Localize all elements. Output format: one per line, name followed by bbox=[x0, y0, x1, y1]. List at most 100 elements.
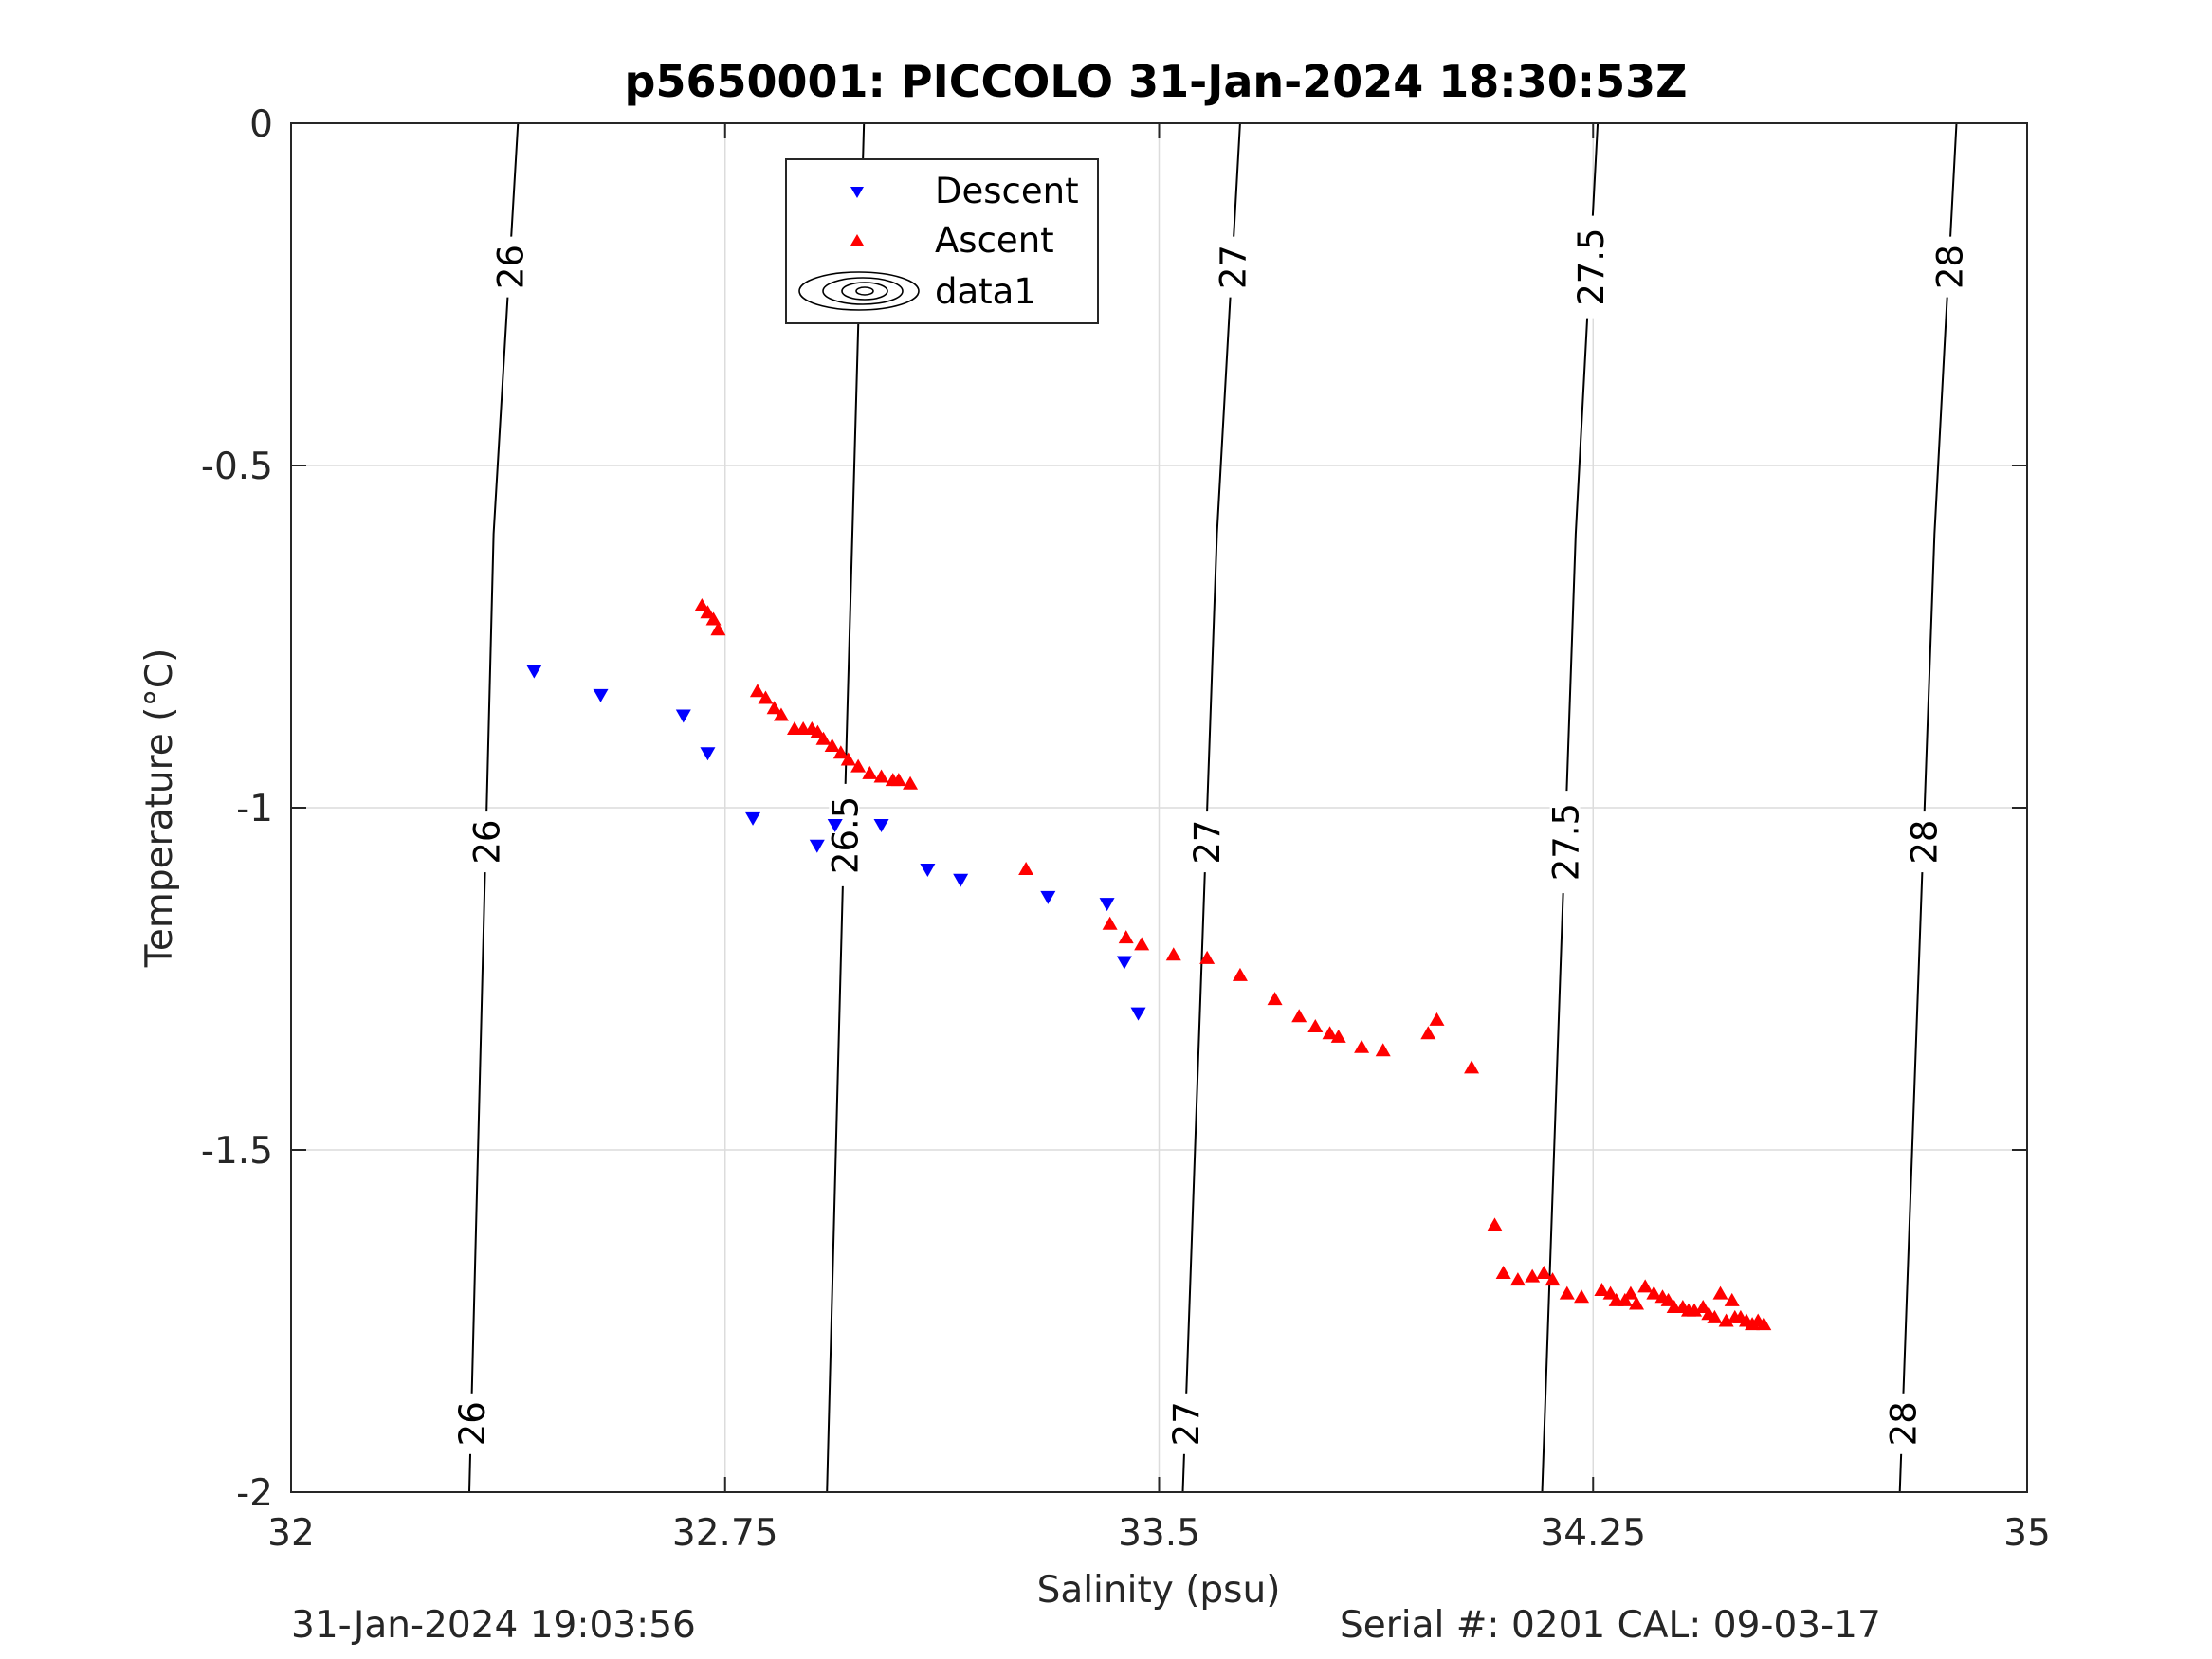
contour-label: 27 bbox=[1187, 820, 1228, 865]
ascent-point bbox=[705, 611, 722, 626]
descent-point bbox=[1099, 898, 1115, 912]
contour-label: 27 bbox=[1213, 245, 1253, 289]
contour-label-bg bbox=[1887, 1393, 1918, 1454]
ascent-point bbox=[1622, 1285, 1638, 1300]
y-tick-label: -1 bbox=[236, 788, 273, 830]
descent-point bbox=[953, 873, 969, 887]
ascent-point bbox=[1637, 1279, 1654, 1293]
ascent-point bbox=[1134, 937, 1150, 951]
x-tick-label: 32 bbox=[267, 1512, 315, 1555]
x-tick-label: 34.25 bbox=[1540, 1512, 1646, 1555]
contour-label-bg bbox=[829, 783, 860, 886]
ascent-point bbox=[1756, 1317, 1772, 1331]
y-tick-label: 0 bbox=[249, 103, 273, 146]
footer-timestamp: 31-Jan-2024 19:03:56 bbox=[291, 1604, 696, 1647]
footer-serial-cal: Serial #: 0201 CAL: 09-03-17 bbox=[1340, 1604, 1881, 1647]
ascent-point bbox=[810, 724, 826, 738]
legend-contour-icon bbox=[798, 271, 920, 311]
x-tick-label: 32.75 bbox=[672, 1512, 778, 1555]
ascent-point bbox=[1267, 992, 1283, 1006]
legend-ascent-marker bbox=[850, 234, 864, 246]
contour-label: 27.5 bbox=[1571, 228, 1612, 305]
series-ascent bbox=[694, 598, 1772, 1331]
density-contour-28: 28 28 28 bbox=[1883, 122, 1970, 1493]
ascent-point bbox=[1617, 1292, 1633, 1306]
ascent-point bbox=[862, 765, 878, 779]
descent-point bbox=[526, 665, 542, 679]
ascent-point bbox=[1724, 1292, 1740, 1306]
ascent-point bbox=[1718, 1313, 1734, 1327]
ascent-point bbox=[766, 701, 782, 715]
legend-entry-ascent: Ascent bbox=[850, 220, 1054, 261]
ascent-point bbox=[1118, 930, 1134, 944]
ascent-point bbox=[1559, 1285, 1575, 1300]
legend: Descent Ascent data1 bbox=[785, 158, 1099, 324]
ascent-point bbox=[873, 769, 889, 783]
ascent-point bbox=[700, 605, 716, 619]
contour-label: 28 bbox=[1929, 245, 1970, 289]
ascent-point bbox=[832, 745, 849, 759]
contour-label-bg bbox=[494, 236, 525, 298]
x-axis-label: Salinity (psu) bbox=[1037, 1569, 1281, 1612]
ascent-point bbox=[1420, 1026, 1436, 1040]
ascent-point bbox=[1707, 1309, 1723, 1323]
chart-title: p5650001: PICCOLO 31-Jan-2024 18:30:53Z bbox=[625, 56, 1688, 107]
legend-ascent-label: Ascent bbox=[935, 220, 1054, 261]
x-tick-label: 35 bbox=[2003, 1512, 2051, 1555]
contour-label-bg bbox=[1190, 811, 1221, 873]
ascent-point bbox=[1745, 1317, 1761, 1331]
ascent-point bbox=[1232, 967, 1248, 981]
contour-label: 28 bbox=[1905, 820, 1946, 865]
legend-entry-data1: data1 bbox=[798, 271, 1036, 312]
ascent-point bbox=[1429, 1012, 1445, 1026]
ascent-point bbox=[1602, 1285, 1618, 1300]
contour-label-bg bbox=[1908, 811, 1939, 873]
ascent-point bbox=[1199, 950, 1216, 964]
descent-point bbox=[1130, 1007, 1146, 1021]
descent-point bbox=[873, 819, 889, 833]
descent-point bbox=[1040, 890, 1056, 904]
ascent-point bbox=[758, 690, 774, 704]
contour-label: 26 bbox=[490, 245, 531, 289]
ascent-point bbox=[1536, 1265, 1552, 1279]
ascent-point bbox=[1687, 1303, 1703, 1317]
ascent-point bbox=[903, 775, 919, 790]
y-tick-label: -0.5 bbox=[201, 446, 273, 488]
ascent-point bbox=[749, 684, 765, 698]
ascent-point bbox=[710, 622, 726, 636]
descent-point bbox=[675, 709, 691, 723]
axis-ticks: 32 32.75 33.5 34.25 35 0 -0.5 -1 -1.5 -2 bbox=[201, 103, 2051, 1555]
legend-data1-label: data1 bbox=[935, 271, 1036, 312]
ascent-point bbox=[824, 738, 840, 753]
legend-entry-descent: Descent bbox=[850, 171, 1079, 211]
ascent-point bbox=[850, 758, 867, 773]
ascent-point bbox=[1322, 1026, 1338, 1040]
contour-label-bg bbox=[1933, 236, 1965, 298]
contour-label-bg bbox=[455, 1393, 486, 1454]
contour-label-bg bbox=[1216, 236, 1248, 298]
contour-label: 26.5 bbox=[825, 796, 866, 874]
ascent-point bbox=[1375, 1043, 1391, 1057]
ascent-point bbox=[890, 773, 906, 787]
ascent-point bbox=[1495, 1265, 1511, 1279]
ascent-point bbox=[1291, 1009, 1307, 1023]
contour-label: 26 bbox=[466, 820, 507, 865]
series-descent bbox=[526, 665, 1146, 1021]
descent-point bbox=[593, 688, 609, 702]
ascent-point bbox=[1102, 916, 1118, 930]
density-contour-26: 26 26 26 bbox=[452, 122, 531, 1493]
descent-point bbox=[700, 747, 716, 761]
legend-descent-label: Descent bbox=[935, 171, 1079, 211]
y-tick-label: -2 bbox=[236, 1472, 273, 1515]
contour-line bbox=[826, 122, 866, 1493]
ascent-point bbox=[1629, 1296, 1645, 1310]
ascent-point bbox=[815, 731, 832, 745]
ascent-point bbox=[694, 598, 710, 612]
contour-label-bg bbox=[1170, 1393, 1201, 1454]
ascent-point bbox=[1712, 1285, 1728, 1300]
ascent-point bbox=[1646, 1285, 1662, 1300]
descent-point bbox=[827, 819, 843, 833]
y-axis-label: Temperature (°C) bbox=[138, 648, 181, 969]
y-tick-label: -1.5 bbox=[201, 1130, 273, 1173]
